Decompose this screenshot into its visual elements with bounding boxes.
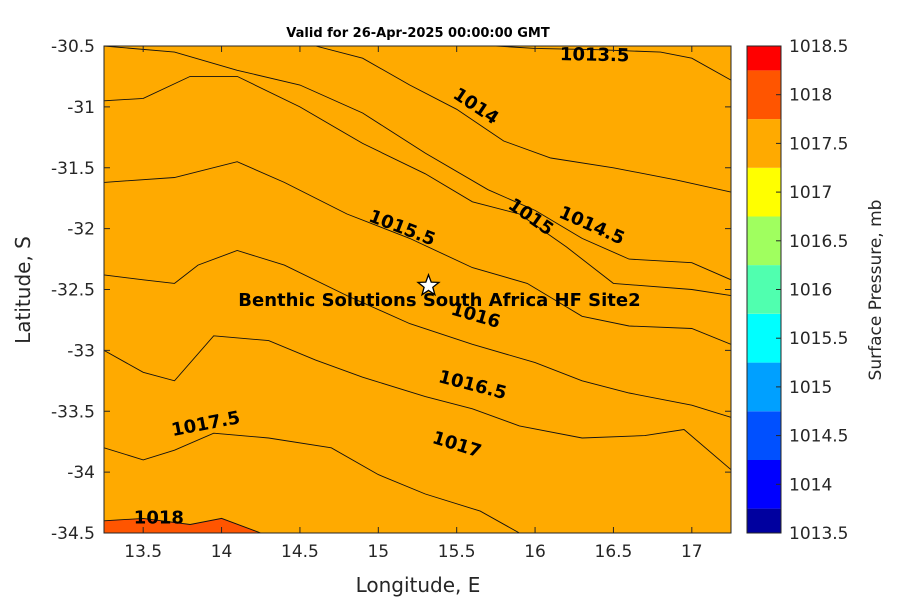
contour-line-1016.5 [104, 335, 731, 471]
colorbar-segment [747, 265, 781, 314]
contour-line-1014 [315, 46, 731, 193]
colorbar-segment [747, 46, 781, 71]
contour-line-1014.5 [104, 46, 731, 281]
x-tick-label: 13.5 [124, 542, 162, 562]
y-tick-label: -33 [67, 341, 95, 361]
colorbar-tick-label: 1015.5 [789, 329, 848, 349]
pressure-band-1017.5 [104, 46, 731, 533]
colorbar-segment [747, 411, 781, 460]
y-axis-title: Latitude, S [11, 236, 35, 344]
colorbar-segment [747, 216, 781, 266]
colorbar-tick-label: 1017 [789, 183, 832, 203]
colorbar-segment [747, 119, 781, 168]
colorbar-tick-label: 1017.5 [789, 134, 848, 154]
colorbar-tick-label: 1014.5 [789, 427, 848, 447]
colorbar-segment [747, 362, 781, 412]
contour-line-1015 [104, 75, 731, 297]
contour-label: 1013.5 [560, 44, 630, 66]
contour-line-1015.5 [104, 161, 731, 345]
contour-line-1013.5 [495, 46, 731, 81]
y-axis-ticks: -30.5 -31 -31.5 -32 -32.5 -33 -33.5 -34 -34.5 [51, 37, 731, 544]
y-tick-label: -32.5 [51, 281, 95, 301]
x-tick-label: 17 [681, 542, 703, 562]
x-tick-label: 15.5 [438, 542, 476, 562]
plot-title: Valid for 26-Apr-2025 00:00:00 GMT [286, 26, 550, 41]
colorbar-tick-label: 1013.5 [789, 524, 848, 544]
colorbar: 1018.5 1018 1017.5 1017 1016.5 1016 1015.5 1015… [746, 37, 848, 544]
contour-lines [104, 46, 731, 533]
y-tick-label: -34 [67, 463, 95, 483]
x-tick-label: 16 [524, 542, 546, 562]
colorbar-tick-label: 1015 [789, 378, 832, 398]
plot-area: 1013.510141014.510151015.510161016.51017… [103, 44, 732, 534]
x-tick-label: 14.5 [281, 542, 319, 562]
colorbar-segment [747, 313, 781, 363]
x-axis-title: Longitude, E [356, 573, 481, 597]
y-tick-label: -34.5 [51, 524, 95, 544]
colorbar-tick-label: 1014 [789, 475, 832, 495]
colorbar-title: Surface Pressure, mb [866, 200, 886, 381]
y-tick-label: -30.5 [51, 37, 95, 57]
colorbar-tick-label: 1018 [789, 86, 832, 106]
site-star-icon [416, 272, 441, 297]
colorbar-segment [747, 167, 781, 217]
contour-line-1016 [104, 250, 731, 418]
x-tick-label: 15 [367, 542, 389, 562]
x-tick-label: 14 [211, 542, 233, 562]
colorbar-tick-label: 1018.5 [789, 37, 848, 57]
y-tick-label: -31.5 [51, 159, 95, 179]
contour-line-1017.5 [104, 517, 261, 533]
site-marker: Benthic Solutions South Africa HF Site2 [238, 272, 641, 311]
colorbar-segment [747, 508, 781, 533]
colorbar-tick-label: 1016 [789, 281, 832, 301]
colorbar-tick-label: 1016.5 [789, 232, 848, 252]
y-tick-label: -31 [67, 98, 95, 118]
colorbar-segment [747, 70, 781, 120]
x-tick-label: 16.5 [595, 542, 633, 562]
contour-line-1017 [104, 432, 520, 533]
site-label: Benthic Solutions South Africa HF Site2 [238, 290, 640, 311]
y-tick-label: -33.5 [51, 402, 95, 422]
pressure-bands [104, 46, 731, 533]
contour-label: 1018 [134, 507, 184, 528]
x-axis-ticks: 13.5 14 14.5 15 15.5 16 16.5 17 [124, 46, 703, 562]
y-tick-label: -32 [67, 220, 95, 240]
colorbar-segment [747, 459, 781, 509]
